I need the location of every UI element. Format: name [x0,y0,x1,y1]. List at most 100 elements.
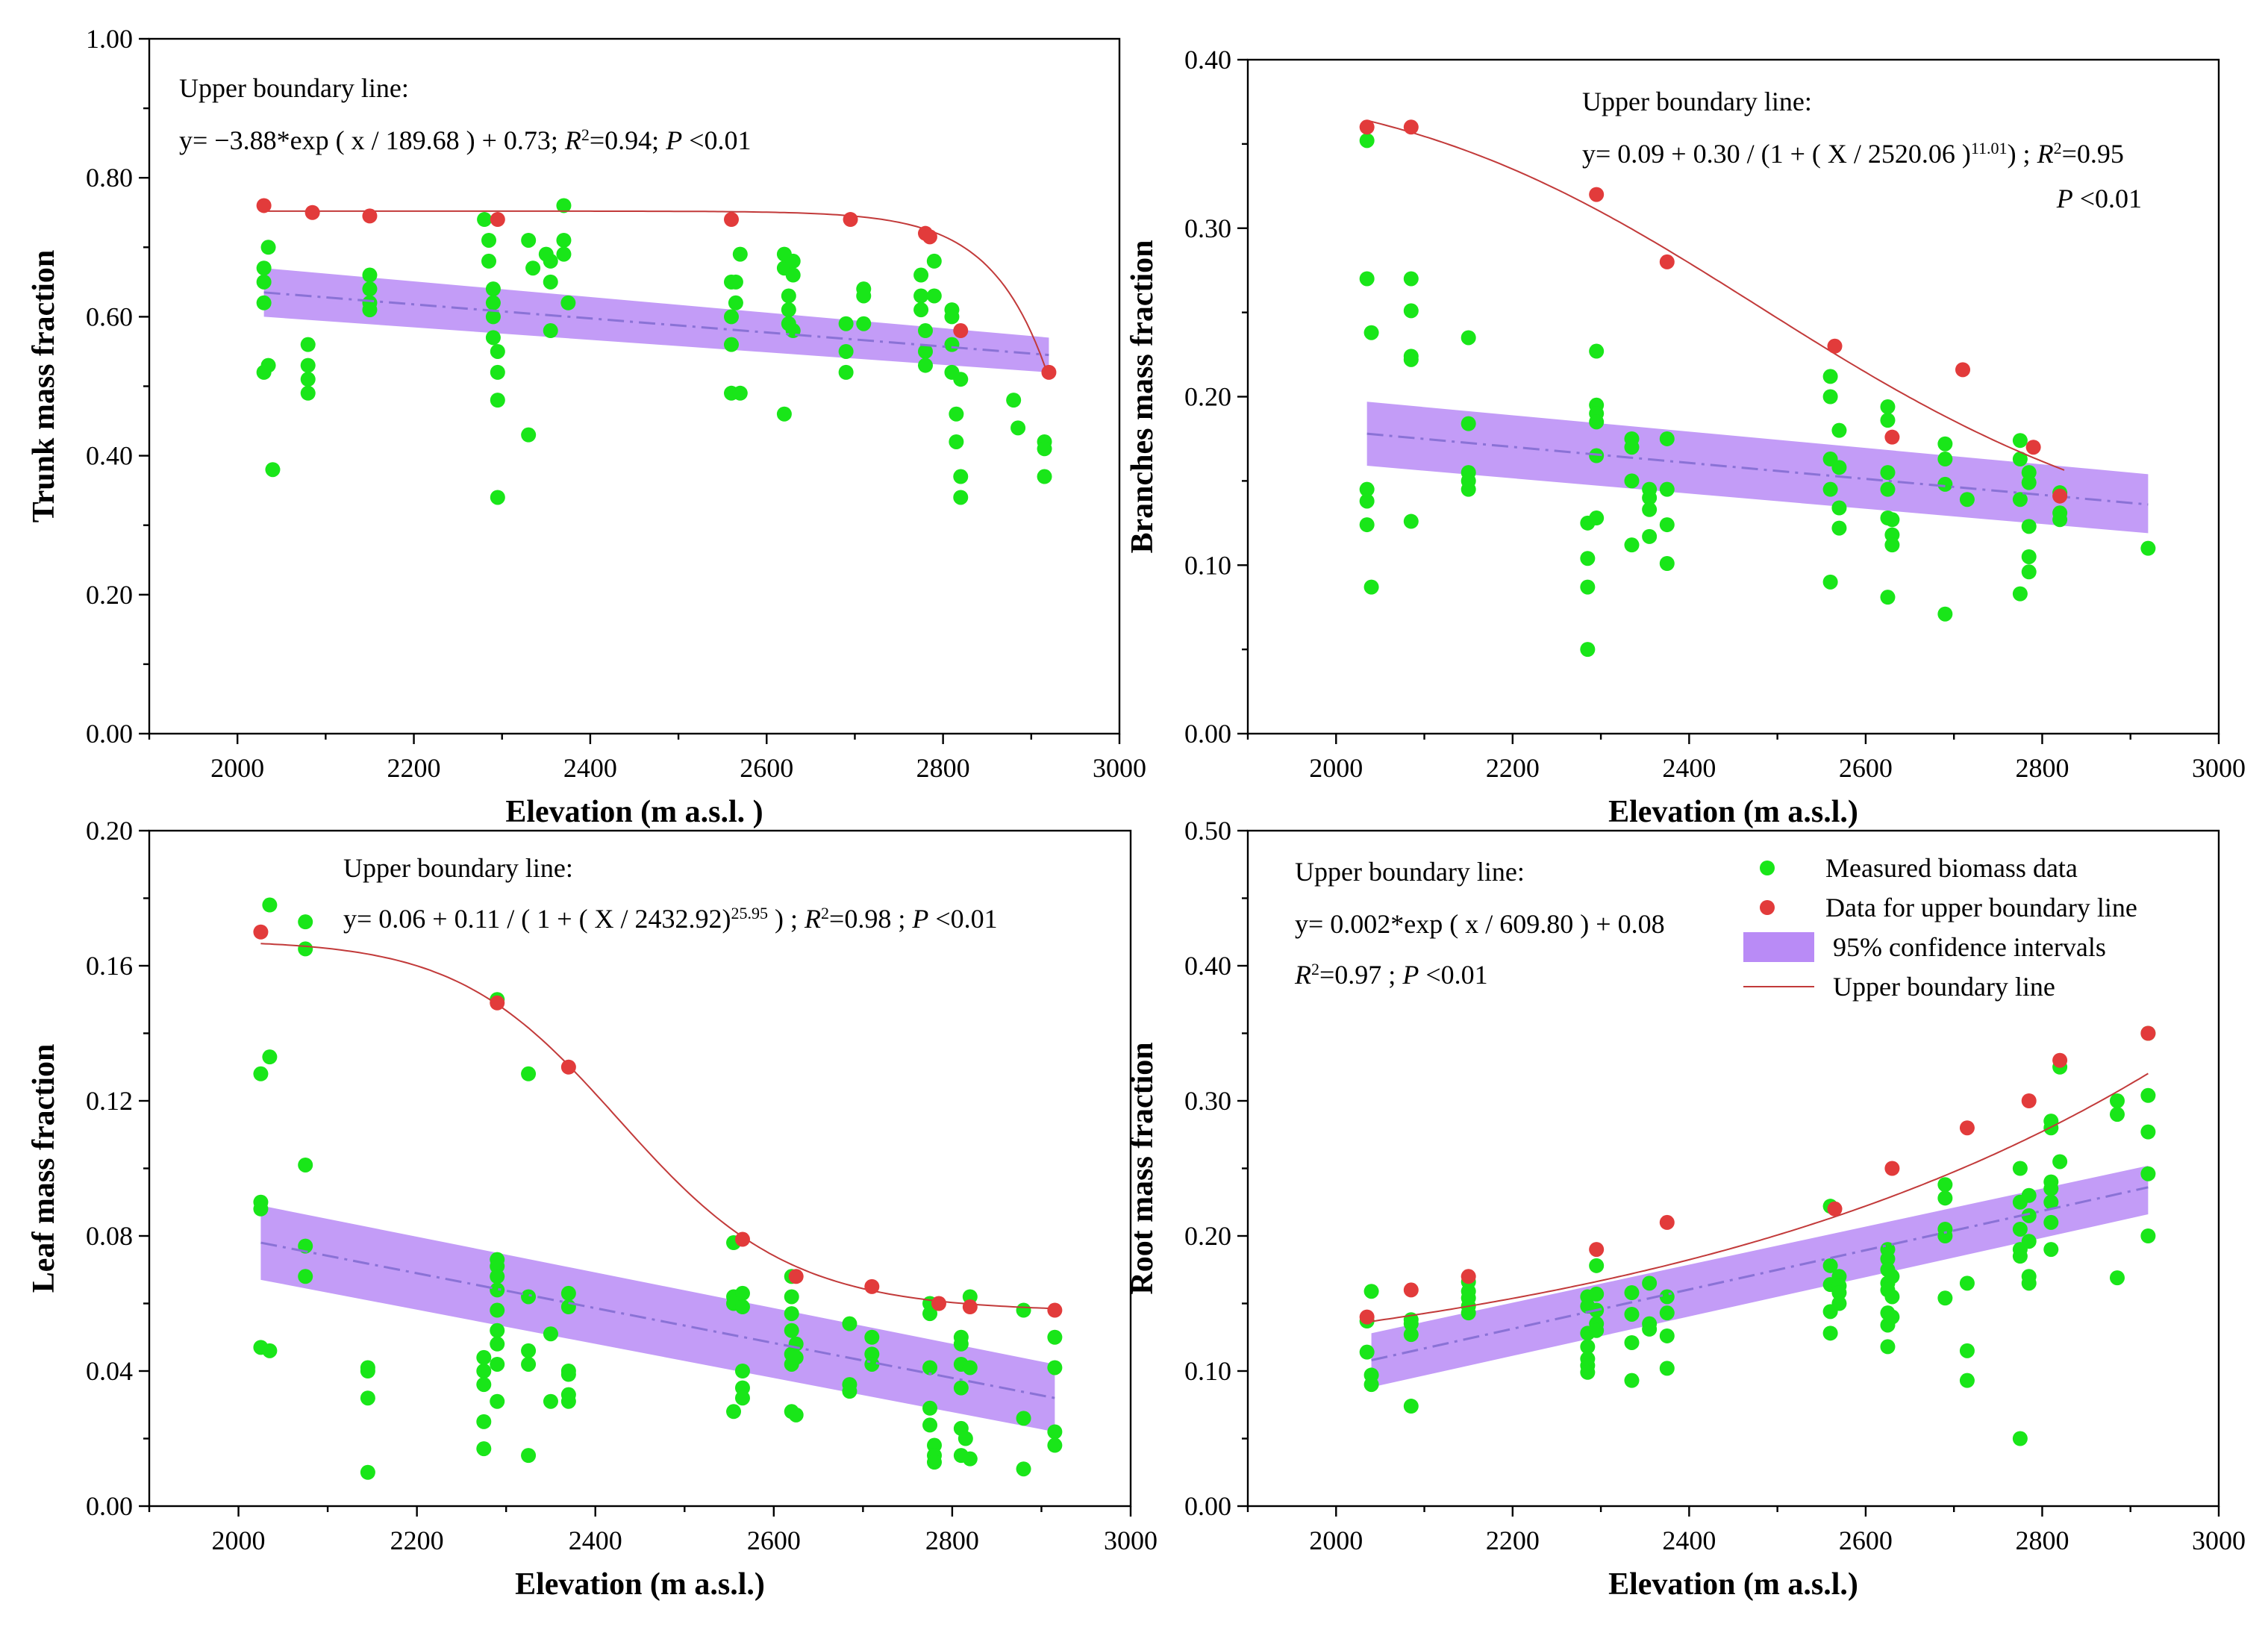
legend-label: Data for upper boundary line [1825,893,2137,922]
boundary-point [2052,1052,2068,1068]
measured-point [913,288,929,304]
measured-point [1359,133,1375,149]
measured-point [1642,1321,1658,1337]
measured-point [485,309,501,325]
measured-point [944,337,960,352]
measured-point [298,914,313,930]
legend-label: Upper boundary line [1833,972,2055,1002]
measured-point [485,295,501,310]
measured-point [1624,1373,1640,1388]
measured-point [1624,473,1640,489]
measured-point [300,337,316,352]
y-tick-label: 0.20 [86,816,133,846]
equation-segment: R [564,125,581,155]
measured-point [1880,399,1896,415]
measured-point [1822,1325,1838,1341]
equation-segment: Upper boundary line: [343,853,573,883]
boundary-point [490,212,505,228]
measured-point [1884,512,1900,528]
equation-segment: =0.94; [590,125,666,155]
measured-point [481,232,496,248]
legend-label: Measured biomass data [1825,853,2078,883]
x-axis-title: Elevation (m a.s.l.) [515,1567,765,1602]
measured-point [1937,476,1953,492]
equation-segment: y= 0.002*exp ( x / 609.80 ) + 0.08 [1295,909,1665,939]
y-tick-label: 0.50 [1184,816,1231,846]
measured-point [926,288,942,304]
measured-point [490,1269,505,1284]
measured-point [560,1367,576,1382]
boundary-point [922,229,937,245]
measured-point [476,1414,492,1429]
y-tick-label: 0.12 [86,1086,133,1116]
boundary-point [724,212,739,228]
equation-text: Upper boundary line: [1295,857,1525,887]
equation-text: Upper boundary line: [343,853,573,883]
measured-point [543,1326,558,1342]
trend-line [1366,432,2149,506]
x-tick-label: 2400 [569,1526,622,1555]
measured-point [1937,1290,1953,1306]
equation-text: y= 0.06 + 0.11 / ( 1 + ( X / 2432.92)25.… [343,904,998,934]
measured-point [490,1323,505,1338]
measured-point [490,364,505,380]
measured-point [1624,537,1640,553]
measured-point [781,302,796,318]
x-tick-label: 2800 [925,1526,979,1555]
measured-point [1047,1360,1063,1375]
measured-point [2012,1249,2028,1264]
y-tick-label: 0.80 [86,163,133,193]
measured-point [922,1306,938,1322]
measured-point [1937,452,1953,467]
equation-segment: <0.01 [928,904,997,934]
equation-segment: R [1294,960,1311,990]
measured-point [262,1343,278,1358]
measured-point [1589,1258,1605,1273]
x-tick-label: 2400 [1662,1526,1716,1555]
measured-point [958,1431,973,1446]
measured-point [785,253,801,269]
measured-point [1403,513,1419,529]
measured-point [1589,414,1605,430]
measured-point [2052,512,2068,528]
measured-point [256,274,272,290]
equation-segment: P [2056,184,2073,213]
measured-point [1363,1284,1379,1299]
measured-point [913,302,929,318]
boundary-point [560,1059,576,1075]
equation-segment: =0.98 ; [829,904,912,934]
y-tick-label: 0.40 [86,441,133,471]
x-tick-label: 2400 [563,753,617,783]
equation-text: Upper boundary line: [179,73,409,103]
measured-point [1880,481,1896,497]
trend-line [263,291,1049,357]
x-tick-label: 2400 [1662,753,1716,783]
measured-point [1624,1306,1640,1322]
confidence-band [263,268,1049,372]
legend-measured-marker [1760,861,1775,875]
measured-point [1359,481,1375,497]
measured-point [918,343,933,359]
boundary-point [1959,1120,1975,1136]
measured-point [732,246,748,262]
legend-band-swatch [1743,932,1814,962]
measured-point [949,434,964,449]
measured-point [1580,579,1596,595]
measured-point [953,469,969,484]
equation-segment: <0.01 [1419,960,1487,990]
measured-point [2140,540,2156,556]
measured-point [788,1407,804,1423]
measured-point [1937,606,1953,622]
measured-point [2012,452,2028,467]
measured-point [1831,1296,1847,1311]
boundary-point [1659,1214,1675,1230]
measured-point [1937,436,1953,452]
measured-point [260,240,276,255]
measured-point [543,323,558,339]
equation-segment: P [911,904,928,934]
boundary-point [1403,119,1419,135]
equation-text: P <0.01 [2056,184,2142,213]
measured-point [1822,574,1838,590]
panel-branches-mass-fraction: 2000 2200 2400 2600 2800 3000 0.00 0.10 0.20 0.30… [1125,45,2246,829]
measured-point [1359,1344,1375,1360]
